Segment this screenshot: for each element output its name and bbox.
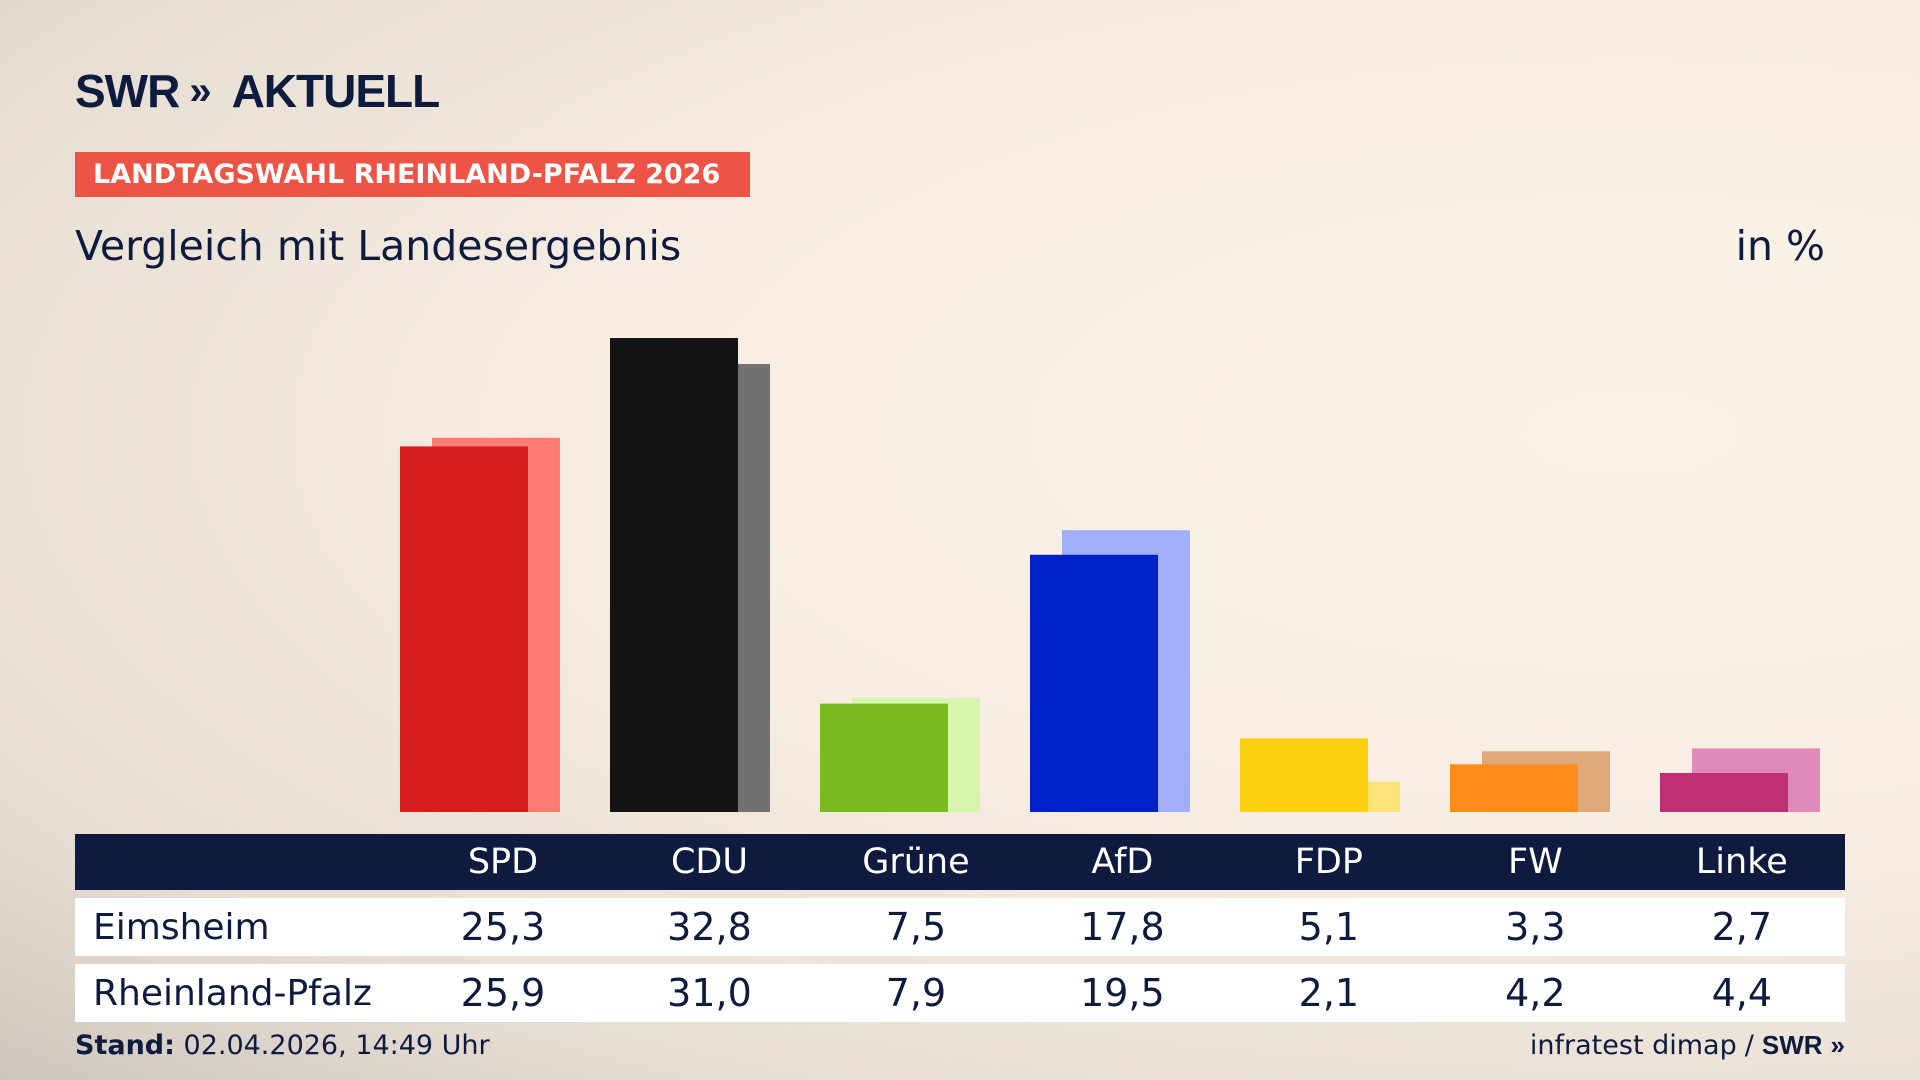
bar-cdu-eimsheim bbox=[610, 338, 738, 812]
row-label: Eimsheim bbox=[93, 906, 270, 948]
source-brand-chevron-icon: » bbox=[1830, 1030, 1845, 1060]
value-cell: 25,3 bbox=[460, 905, 546, 949]
bar-chart bbox=[400, 338, 1820, 812]
source-separator: / bbox=[1744, 1030, 1754, 1061]
timestamp-value: 02.04.2026, 14:49 Uhr bbox=[183, 1030, 490, 1061]
header-spd: SPD bbox=[467, 842, 539, 882]
timestamp-label: Stand: bbox=[75, 1030, 175, 1061]
bar-fdp-eimsheim bbox=[1240, 738, 1368, 812]
value-cell: 25,9 bbox=[460, 971, 546, 1015]
source-name: infratest dimap bbox=[1529, 1030, 1737, 1061]
unit-label: in % bbox=[1735, 222, 1825, 270]
table-row-eimsheim: Eimsheim 25,3 32,8 7,5 17,8 5,1 3,3 2,7 bbox=[75, 898, 1845, 956]
value-cell: 5,1 bbox=[1298, 905, 1360, 949]
results-table: SPD CDU Grüne AfD FDP FW Linke Eimsheim … bbox=[75, 834, 1845, 1022]
value-cell: 19,5 bbox=[1080, 971, 1165, 1015]
value-cell: 3,3 bbox=[1505, 905, 1566, 949]
header-gruene: Grüne bbox=[862, 842, 970, 882]
value-cell: 4,2 bbox=[1505, 971, 1566, 1015]
source-brand-logo: SWR bbox=[1761, 1030, 1823, 1060]
value-cell: 2,1 bbox=[1298, 971, 1360, 1015]
row-label: Rheinland-Pfalz bbox=[93, 972, 372, 1014]
value-cell: 31,0 bbox=[667, 971, 752, 1015]
logo-brand: SWR bbox=[75, 65, 180, 117]
table-row-rheinland-pfalz: Rheinland-Pfalz 25,9 31,0 7,9 19,5 2,1 4… bbox=[75, 964, 1845, 1022]
bar-grüne-eimsheim bbox=[820, 703, 948, 812]
header-linke: Linke bbox=[1695, 842, 1788, 882]
table-header: SPD CDU Grüne AfD FDP FW Linke bbox=[75, 834, 1845, 890]
value-cell: 17,8 bbox=[1080, 905, 1165, 949]
chart-subtitle: Vergleich mit Landesergebnis bbox=[75, 222, 682, 270]
value-cell: 32,8 bbox=[667, 905, 752, 949]
value-cell: 2,7 bbox=[1711, 905, 1773, 949]
value-cell: 7,9 bbox=[885, 971, 947, 1015]
bar-spd-eimsheim bbox=[400, 446, 528, 812]
header-fw: FW bbox=[1507, 842, 1563, 882]
source-credit: infratest dimap / SWR » bbox=[1530, 1030, 1845, 1061]
header-afd: AfD bbox=[1091, 842, 1154, 882]
bar-linke-eimsheim bbox=[1660, 772, 1788, 812]
bar-fw-eimsheim bbox=[1450, 764, 1578, 812]
logo-chevron-icon: » bbox=[189, 68, 212, 113]
bar-afd-eimsheim bbox=[1030, 554, 1158, 812]
timestamp: Stand: 02.04.2026, 14:49 Uhr bbox=[75, 1030, 490, 1061]
header-cdu: CDU bbox=[670, 842, 748, 882]
logo-product: AKTUELL bbox=[231, 65, 441, 117]
swr-aktuell-logo: SWR » AKTUELL bbox=[75, 65, 441, 117]
value-cell: 7,5 bbox=[885, 905, 947, 949]
header-fdp: FDP bbox=[1294, 842, 1363, 882]
value-cell: 4,4 bbox=[1711, 971, 1773, 1015]
election-badge: LANDTAGSWAHL RHEINLAND-PFALZ 2026 bbox=[75, 152, 750, 197]
